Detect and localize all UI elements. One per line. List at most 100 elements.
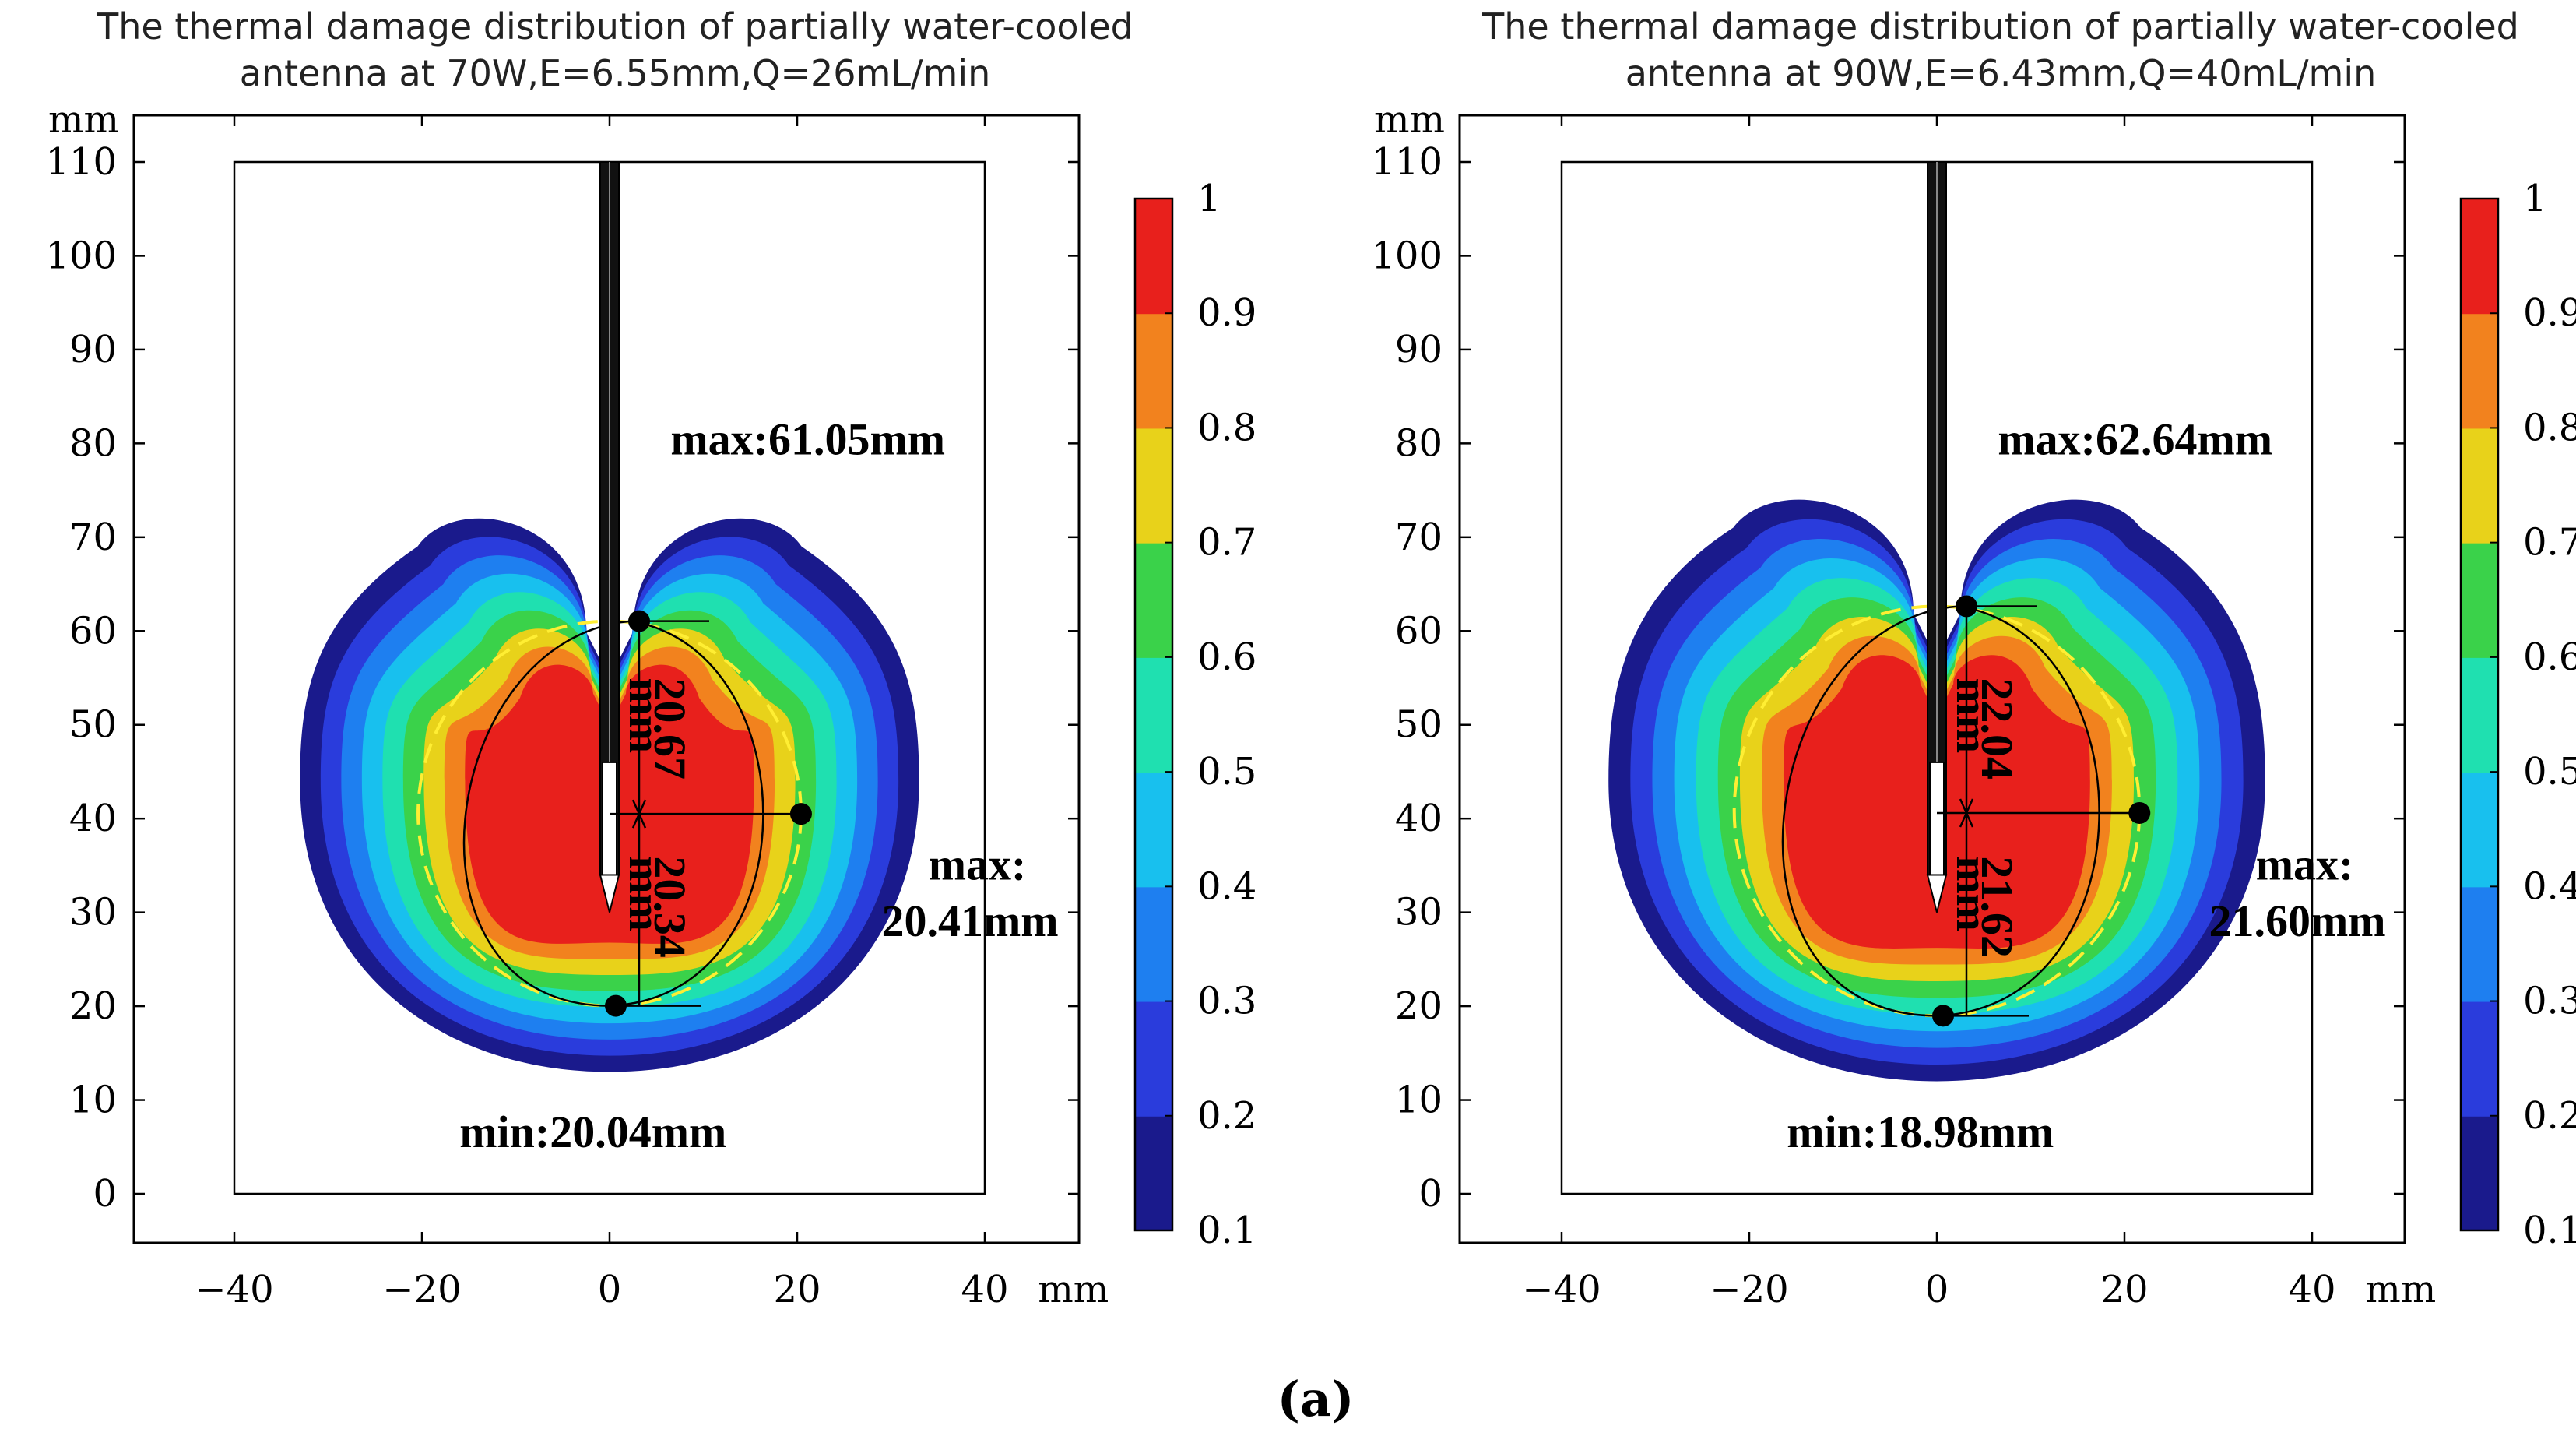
y-tick-label: 10: [69, 1079, 117, 1122]
down-arrowhead: [1959, 810, 1974, 828]
colorbar-tick-label: 0.3: [1197, 980, 1256, 1023]
axes-frame: [132, 114, 1081, 1244]
y-tick-label: 50: [1395, 703, 1443, 747]
y-tick-label: 0: [1418, 1172, 1443, 1216]
y-tick-label: 80: [1395, 421, 1443, 465]
chart-title-line-1: The thermal damage distribution of parti…: [1481, 5, 2519, 48]
colorbar-segment-7: [2461, 428, 2498, 544]
y-tick-label: 90: [69, 328, 117, 371]
colorbar-tick-label: 0.4: [1197, 864, 1256, 908]
colorbar-tick-label: 1: [2523, 177, 2547, 220]
colorbar-segment-5: [1135, 656, 1172, 773]
x-tick-label: 40: [2288, 1268, 2335, 1311]
x-tick-label: −20: [1710, 1268, 1788, 1311]
upper-distance-value: 20.67: [645, 678, 695, 780]
upper-distance-unit: mm: [620, 678, 670, 754]
max-top-label: max:61.05mm: [670, 414, 945, 464]
colorbar-tick-label: 0.4: [2523, 864, 2576, 908]
y-tick-label: 100: [1371, 234, 1443, 277]
lower-distance-unit: mm: [620, 856, 670, 931]
colorbar-frame: [1133, 197, 1174, 1232]
panel-left: The thermal damage distribution of parti…: [45, 5, 1256, 1311]
x-axis-unit: mm: [1038, 1268, 1109, 1311]
max-side-label-2: 20.41mm: [881, 896, 1058, 946]
colorbar-tick-label: 0.7: [2523, 521, 2576, 565]
max-side-label-1: max:: [2256, 839, 2354, 889]
panel-right: The thermal damage distribution of parti…: [1371, 5, 2576, 1311]
x-tick-label: 0: [1925, 1268, 1949, 1311]
y-tick-label: 60: [69, 609, 117, 653]
y-tick-label: 110: [1371, 140, 1443, 184]
y-tick-label: 110: [45, 140, 117, 184]
colorbar-tick-label: 0.7: [1197, 521, 1256, 565]
max-side-label-2: 21.60mm: [2209, 896, 2385, 946]
y-tick-label: 20: [1395, 984, 1443, 1028]
colorbar-segment-3: [1135, 886, 1172, 1002]
x-tick-label: 0: [598, 1268, 622, 1311]
y-axis-unit: mm: [1374, 98, 1445, 142]
upper-distance-unit: mm: [1947, 678, 1998, 754]
min-bottom-label: min:20.04mm: [459, 1107, 726, 1157]
colorbar-segment-7: [1135, 428, 1172, 544]
axes-frame: [1458, 114, 2406, 1244]
y-axis-unit: mm: [48, 98, 119, 142]
y-tick-label: 80: [69, 421, 117, 465]
colorbar-tick-label: 0.9: [2523, 291, 2576, 335]
colorbar-segment-1: [2461, 1115, 2498, 1231]
colorbar-segment-4: [1135, 772, 1172, 888]
lower-distance-value: 20.34: [645, 856, 695, 958]
colorbar-segment-5: [2461, 656, 2498, 773]
figure-label: (a): [1277, 1371, 1355, 1427]
colorbar-tick-label: 0.8: [1197, 406, 1256, 449]
y-tick-label: 90: [1395, 328, 1443, 371]
x-tick-label: 40: [961, 1268, 1008, 1311]
x-tick-label: −20: [382, 1268, 461, 1311]
colorbar-segment-9: [1135, 199, 1172, 315]
colorbar-tick-label: 0.5: [1197, 750, 1256, 794]
colorbar-segment-2: [2461, 1001, 2498, 1117]
colorbar-segment-6: [2461, 542, 2498, 658]
y-tick-label: 30: [69, 891, 117, 934]
antenna-tip: [599, 874, 620, 913]
lower-distance-value: 21.62: [1972, 856, 2022, 958]
antenna-slot: [602, 761, 617, 876]
x-axis-unit: mm: [2365, 1268, 2436, 1311]
x-tick-label: 20: [773, 1268, 821, 1311]
y-tick-label: 70: [69, 516, 117, 559]
chart-title-line-2: antenna at 90W,E=6.43mm,Q=40mL/min: [1625, 52, 2377, 94]
y-tick-label: 50: [69, 703, 117, 747]
upper-distance-value: 22.04: [1972, 678, 2022, 780]
colorbar-frame: [2459, 197, 2500, 1232]
chart-title-line-1: The thermal damage distribution of parti…: [96, 5, 1133, 48]
colorbar-segment-6: [1135, 542, 1172, 658]
colorbar-tick-label: 0.8: [2523, 406, 2576, 449]
y-tick-label: 100: [45, 234, 117, 277]
colorbar-tick-label: 0.5: [2523, 750, 2576, 794]
colorbar-tick-label: 0.1: [2523, 1209, 2576, 1252]
y-tick-label: 40: [69, 797, 117, 840]
colorbar-tick-label: 0.2: [2523, 1094, 2576, 1138]
colorbar-segment-3: [2461, 886, 2498, 1002]
y-tick-label: 0: [93, 1172, 117, 1216]
y-tick-label: 40: [1395, 797, 1443, 840]
x-tick-label: 20: [2100, 1268, 2148, 1311]
antenna-slot: [1929, 761, 1945, 876]
y-tick-label: 30: [1395, 891, 1443, 934]
colorbar-segment-8: [2461, 313, 2498, 429]
colorbar-tick-label: 1: [1197, 177, 1221, 220]
x-tick-label: −40: [195, 1268, 273, 1311]
y-tick-label: 10: [1395, 1079, 1443, 1122]
colorbar-tick-label: 0.6: [1197, 635, 1256, 679]
y-tick-label: 60: [1395, 609, 1443, 653]
colorbar-segment-1: [1135, 1115, 1172, 1231]
x-tick-label: −40: [1522, 1268, 1601, 1311]
colorbar-tick-label: 0.3: [2523, 980, 2576, 1023]
chart-title-line-2: antenna at 70W,E=6.55mm,Q=26mL/min: [240, 52, 991, 94]
colorbar-tick-label: 0.1: [1197, 1209, 1256, 1252]
colorbar-segment-8: [1135, 313, 1172, 429]
antenna-tip: [1926, 874, 1948, 913]
colorbar-tick-label: 0.6: [2523, 635, 2576, 679]
colorbar-segment-2: [1135, 1001, 1172, 1117]
max-top-label: max:62.64mm: [1998, 414, 2272, 464]
